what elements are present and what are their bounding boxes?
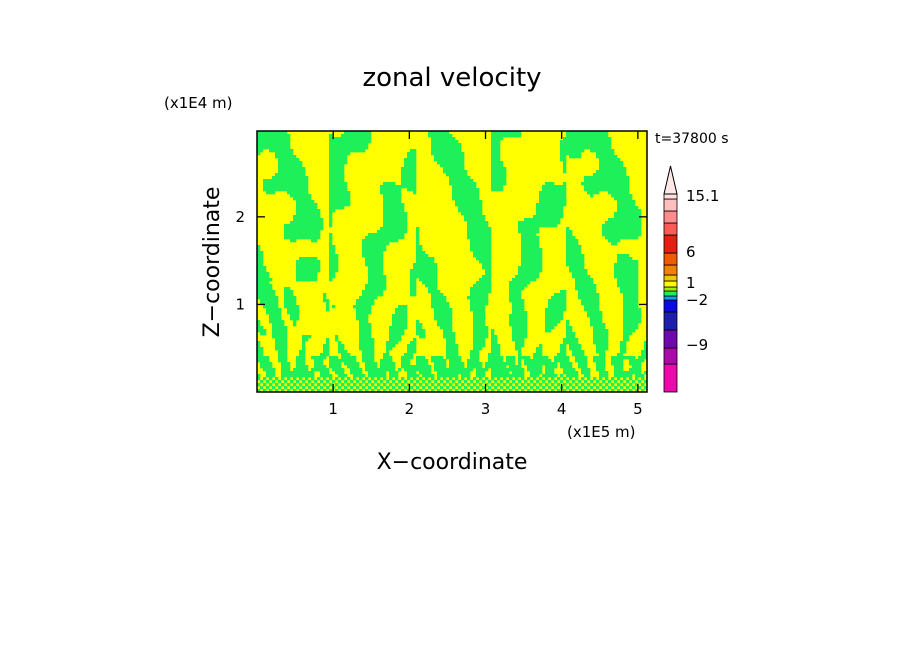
y-axis-label: Z−coordinate	[200, 187, 225, 338]
colorbar-band	[663, 290, 678, 297]
colorbar-band	[663, 311, 678, 331]
colorbar-band	[663, 274, 678, 282]
colorbar-label: 6	[686, 243, 696, 261]
colorbar-band	[663, 252, 678, 266]
colorbar-band	[663, 299, 678, 313]
y-tick-label: 1	[235, 295, 245, 313]
y-tick-label: 2	[235, 208, 245, 226]
x-tick-label: 1	[328, 400, 338, 418]
y-scale-label: (x1E4 m)	[164, 94, 233, 112]
x-scale-label: (x1E5 m)	[567, 423, 636, 441]
colorbar-band	[663, 295, 678, 301]
colorbar-label: −2	[686, 291, 708, 309]
colorbar-band	[663, 363, 678, 393]
x-tick-label: 5	[633, 400, 643, 418]
colorbar-band	[663, 210, 678, 224]
colorbar-overflow-arrow	[663, 165, 678, 195]
y-ticks: 12	[235, 208, 647, 313]
colorbar-label: 15.1	[686, 187, 719, 205]
colorbar-band	[663, 286, 678, 292]
x-tick-label: 2	[405, 400, 415, 418]
colorbar-band	[663, 329, 678, 349]
colorbar-label: −9	[686, 336, 708, 354]
x-axis-label: X−coordinate	[377, 450, 528, 475]
x-tick-label: 3	[481, 400, 491, 418]
colorbar-band	[663, 198, 678, 212]
colorbar-band	[663, 264, 678, 276]
colorbar-band	[663, 347, 678, 365]
time-label: t=37800 s	[655, 131, 729, 147]
colorbar-band	[663, 222, 678, 236]
velocity-field	[257, 131, 648, 393]
x-ticks: 1 2 3 4 5	[328, 131, 643, 418]
colorbar-label: 1	[686, 274, 696, 292]
plot-frame	[256, 130, 648, 393]
x-tick-label: 4	[557, 400, 567, 418]
chart-title: zonal velocity	[362, 63, 541, 93]
colorbar: 15.1 6 1−2 −9	[663, 165, 719, 393]
colorbar-band	[663, 280, 678, 288]
colorbar-band	[663, 193, 678, 200]
colorbar-band	[663, 234, 678, 254]
